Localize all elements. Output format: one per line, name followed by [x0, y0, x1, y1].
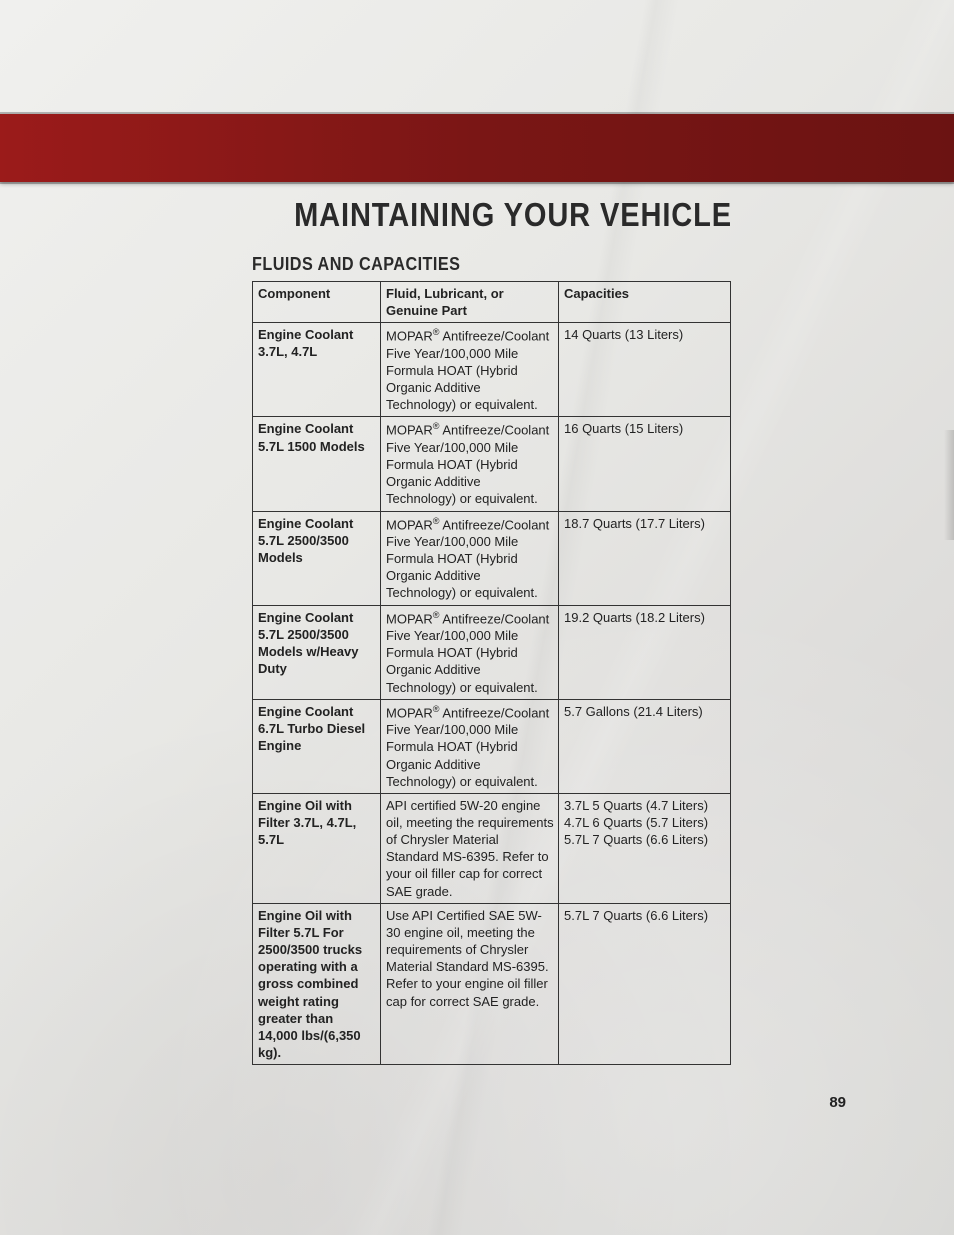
- cell-capacity: 16 Quarts (15 Liters): [559, 417, 731, 511]
- cell-capacity: 18.7 Quarts (17.7 Liters): [559, 511, 731, 605]
- edge-tab-shadow: [944, 430, 954, 540]
- cell-component: Engine Coolant 5.7L 1500 Models: [253, 417, 381, 511]
- cell-capacity: 3.7L 5 Quarts (4.7 Liters)4.7L 6 Quarts …: [559, 793, 731, 903]
- page-title: MAINTAINING YOUR VEHICLE: [88, 196, 732, 234]
- cell-fluid: MOPAR® Antifreeze/Coolant Five Year/100,…: [381, 699, 559, 793]
- cell-capacity: 19.2 Quarts (18.2 Liters): [559, 605, 731, 699]
- cell-capacity: 5.7 Gallons (21.4 Liters): [559, 699, 731, 793]
- col-header-fluid: Fluid, Lubricant, or Genuine Part: [381, 282, 559, 323]
- cell-component: Engine Oil with Filter 3.7L, 4.7L, 5.7L: [253, 793, 381, 903]
- header-band: [0, 114, 954, 182]
- cell-component: Engine Coolant 6.7L Turbo Diesel Engine: [253, 699, 381, 793]
- cell-component: Engine Coolant 3.7L, 4.7L: [253, 323, 381, 417]
- section-title: FLUIDS AND CAPACITIES: [252, 254, 682, 275]
- table-row: Engine Coolant 6.7L Turbo Diesel Engine …: [253, 699, 731, 793]
- page-number: 89: [829, 1094, 846, 1111]
- cell-fluid: API certified 5W-20 engine oil, meeting …: [381, 793, 559, 903]
- table-body: Engine Coolant 3.7L, 4.7L MOPAR® Antifre…: [253, 323, 731, 1065]
- cell-capacity: 5.7L 7 Quarts (6.6 Liters): [559, 903, 731, 1064]
- cell-capacity: 14 Quarts (13 Liters): [559, 323, 731, 417]
- table-row: Engine Oil with Filter 5.7L For 2500/350…: [253, 903, 731, 1064]
- cell-component: Engine Coolant 5.7L 2500/3500 Models: [253, 511, 381, 605]
- col-header-component: Component: [253, 282, 381, 323]
- cell-component: Engine Oil with Filter 5.7L For 2500/350…: [253, 903, 381, 1064]
- cell-component: Engine Coolant 5.7L 2500/3500 Models w/H…: [253, 605, 381, 699]
- fluids-table: Component Fluid, Lubricant, or Genuine P…: [252, 281, 731, 1065]
- cell-fluid: MOPAR® Antifreeze/Coolant Five Year/100,…: [381, 605, 559, 699]
- col-header-capacity: Capacities: [559, 282, 731, 323]
- table-row: Engine Coolant 5.7L 2500/3500 Models w/H…: [253, 605, 731, 699]
- cell-fluid: Use API Certified SAE 5W-30 engine oil, …: [381, 903, 559, 1064]
- cell-fluid: MOPAR® Antifreeze/Coolant Five Year/100,…: [381, 511, 559, 605]
- cell-fluid: MOPAR® Antifreeze/Coolant Five Year/100,…: [381, 323, 559, 417]
- cell-fluid: MOPAR® Antifreeze/Coolant Five Year/100,…: [381, 417, 559, 511]
- table-row: Engine Coolant 5.7L 1500 Models MOPAR® A…: [253, 417, 731, 511]
- table-row: Engine Coolant 5.7L 2500/3500 Models MOP…: [253, 511, 731, 605]
- content-area: FLUIDS AND CAPACITIES Component Fluid, L…: [252, 254, 730, 1065]
- table-row: Engine Oil with Filter 3.7L, 4.7L, 5.7L …: [253, 793, 731, 903]
- table-row: Engine Coolant 3.7L, 4.7L MOPAR® Antifre…: [253, 323, 731, 417]
- table-header-row: Component Fluid, Lubricant, or Genuine P…: [253, 282, 731, 323]
